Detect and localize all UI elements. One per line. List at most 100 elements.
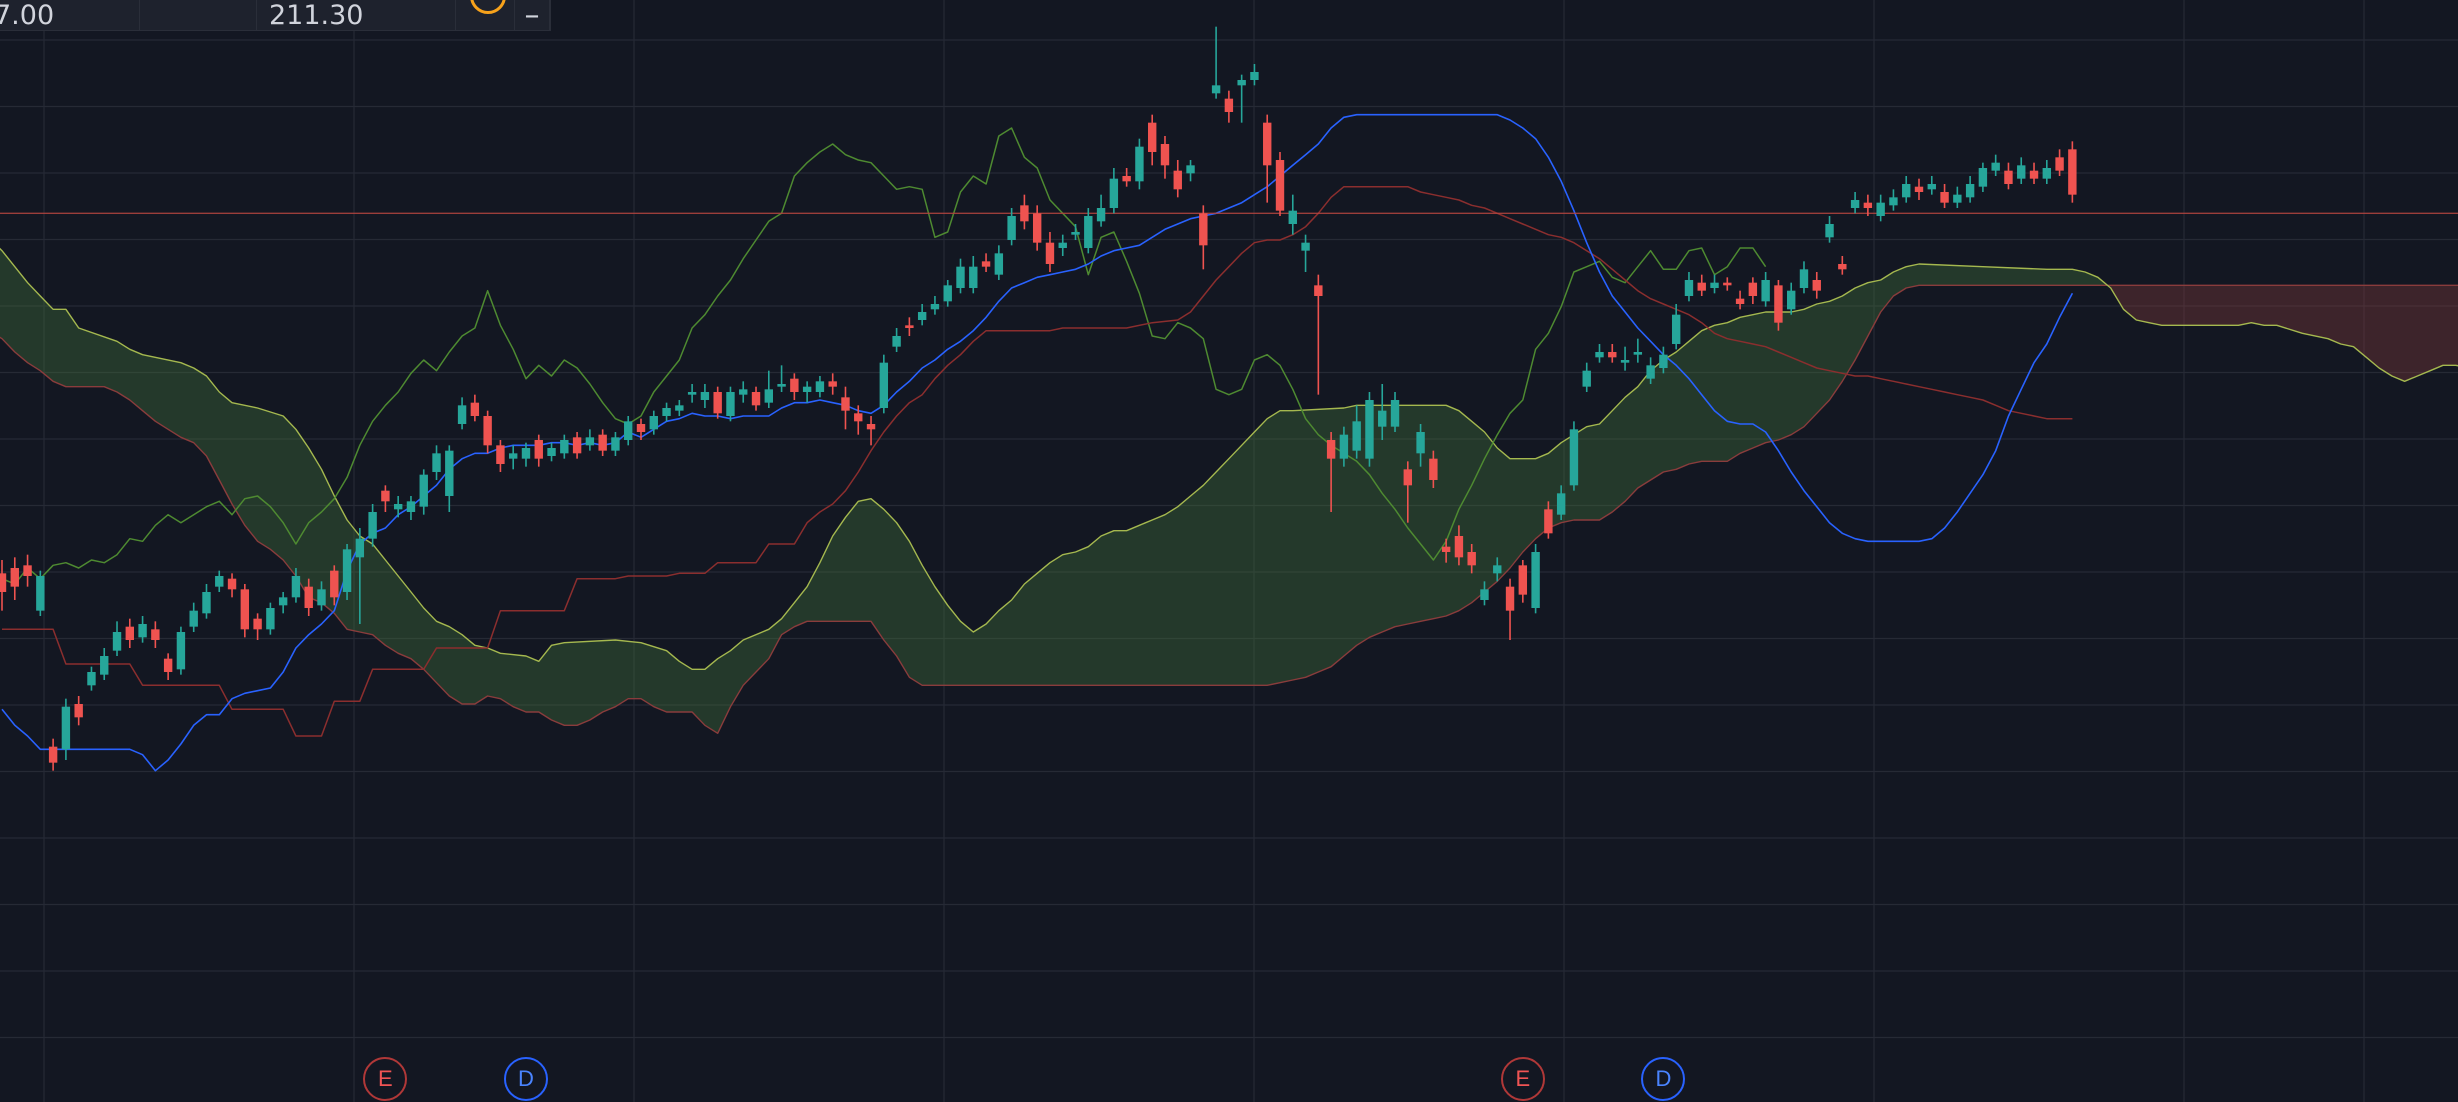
candle-up[interactable] xyxy=(113,621,121,656)
candle-down[interactable] xyxy=(228,573,236,597)
candle-up[interactable] xyxy=(1059,235,1067,256)
candle-down[interactable] xyxy=(1940,184,1948,208)
candle-up[interactable] xyxy=(1710,275,1718,294)
candle-up[interactable] xyxy=(1889,189,1897,210)
candle-up[interactable] xyxy=(1301,235,1309,272)
candle-up[interactable] xyxy=(420,469,428,514)
candle-up[interactable] xyxy=(215,571,223,592)
collapse-button[interactable]: – xyxy=(515,0,550,30)
candle-up[interactable] xyxy=(969,256,977,293)
candle-down[interactable] xyxy=(0,560,6,611)
candle-up[interactable] xyxy=(1391,392,1399,432)
candle-up[interactable] xyxy=(1953,187,1961,208)
candle-up[interactable] xyxy=(816,376,824,397)
candle-down[interactable] xyxy=(1519,560,1527,603)
candle-up[interactable] xyxy=(1289,195,1297,235)
candle-up[interactable] xyxy=(1979,163,1987,192)
candle-down[interactable] xyxy=(151,621,159,648)
candle-up[interactable] xyxy=(202,584,210,619)
candle-up[interactable] xyxy=(611,432,619,456)
candle-up[interactable] xyxy=(931,296,939,315)
candle-down[interactable] xyxy=(1020,195,1028,230)
candle-down[interactable] xyxy=(1122,168,1130,187)
candle-up[interactable] xyxy=(1851,192,1859,213)
candle-up[interactable] xyxy=(547,443,555,462)
candle-down[interactable] xyxy=(1915,179,1923,200)
candle-up[interactable] xyxy=(100,648,108,680)
candle-up[interactable] xyxy=(266,603,274,635)
candle-down[interactable] xyxy=(1506,579,1514,640)
candle-down[interactable] xyxy=(1813,272,1821,299)
candle-up[interactable] xyxy=(777,365,785,392)
candle-down[interactable] xyxy=(982,253,990,272)
candle-down[interactable] xyxy=(790,373,798,400)
candle-up[interactable] xyxy=(1621,347,1629,371)
candle-down[interactable] xyxy=(829,373,837,394)
candle-up[interactable] xyxy=(1595,344,1603,363)
candle-down[interactable] xyxy=(1174,160,1182,197)
candle-up[interactable] xyxy=(1902,176,1910,203)
candle-up[interactable] xyxy=(62,699,70,760)
candle-down[interactable] xyxy=(1033,205,1041,250)
candle-down[interactable] xyxy=(905,317,913,336)
candle-up[interactable] xyxy=(190,603,198,632)
candle-up[interactable] xyxy=(586,429,594,450)
candle-up[interactable] xyxy=(995,245,1003,280)
candle-up[interactable] xyxy=(688,384,696,403)
candle-down[interactable] xyxy=(2068,141,2076,202)
candle-up[interactable] xyxy=(1800,261,1808,293)
candle-down[interactable] xyxy=(573,432,581,459)
candle-up[interactable] xyxy=(944,280,952,307)
candle-up[interactable] xyxy=(1084,208,1092,253)
candle-down[interactable] xyxy=(1838,256,1846,275)
candle-up[interactable] xyxy=(1685,272,1693,301)
candle-up[interactable] xyxy=(1135,139,1143,190)
candle-down[interactable] xyxy=(496,440,504,472)
candle-down[interactable] xyxy=(1698,275,1706,296)
candle-down[interactable] xyxy=(1608,344,1616,363)
candle-down[interactable] xyxy=(2004,163,2012,190)
candle-up[interactable] xyxy=(2017,157,2025,184)
candle-up[interactable] xyxy=(432,445,440,480)
candle-down[interactable] xyxy=(1199,205,1207,269)
candle-down[interactable] xyxy=(598,429,606,456)
candle-down[interactable] xyxy=(1148,115,1156,166)
candle-down[interactable] xyxy=(241,584,249,637)
candle-up[interactable] xyxy=(1583,363,1591,392)
candle-down[interactable] xyxy=(1314,275,1322,395)
candle-down[interactable] xyxy=(1046,232,1054,272)
candle-up[interactable] xyxy=(279,592,287,613)
candle-up[interactable] xyxy=(394,496,402,517)
candle-up[interactable] xyxy=(701,384,709,408)
candle-up[interactable] xyxy=(36,571,44,616)
candle-down[interactable] xyxy=(841,387,849,430)
candle-up[interactable] xyxy=(1531,544,1539,613)
candle-down[interactable] xyxy=(713,387,721,419)
candle-down[interactable] xyxy=(1225,91,1233,123)
candle-up[interactable] xyxy=(1928,176,1936,195)
candle-up[interactable] xyxy=(880,355,888,414)
candle-down[interactable] xyxy=(253,613,261,640)
candle-up[interactable] xyxy=(368,504,376,547)
candle-up[interactable] xyxy=(1097,195,1105,227)
candle-down[interactable] xyxy=(1723,277,1731,290)
candle-down[interactable] xyxy=(11,557,19,600)
candle-up[interactable] xyxy=(177,627,185,675)
candle-up[interactable] xyxy=(662,403,670,422)
candle-up[interactable] xyxy=(726,387,734,422)
candle-up[interactable] xyxy=(1966,176,1974,203)
candle-up[interactable] xyxy=(1634,339,1642,363)
candle-down[interactable] xyxy=(2030,163,2038,184)
candle-down[interactable] xyxy=(483,411,491,454)
candle-up[interactable] xyxy=(1876,195,1884,222)
candle-up[interactable] xyxy=(1825,216,1833,243)
candle-up[interactable] xyxy=(458,397,466,429)
candle-up[interactable] xyxy=(2043,160,2051,184)
candle-down[interactable] xyxy=(126,619,134,648)
candle-down[interactable] xyxy=(1749,277,1757,304)
candle-up[interactable] xyxy=(624,416,632,445)
candle-up[interactable] xyxy=(675,400,683,416)
candle-up[interactable] xyxy=(509,445,517,469)
